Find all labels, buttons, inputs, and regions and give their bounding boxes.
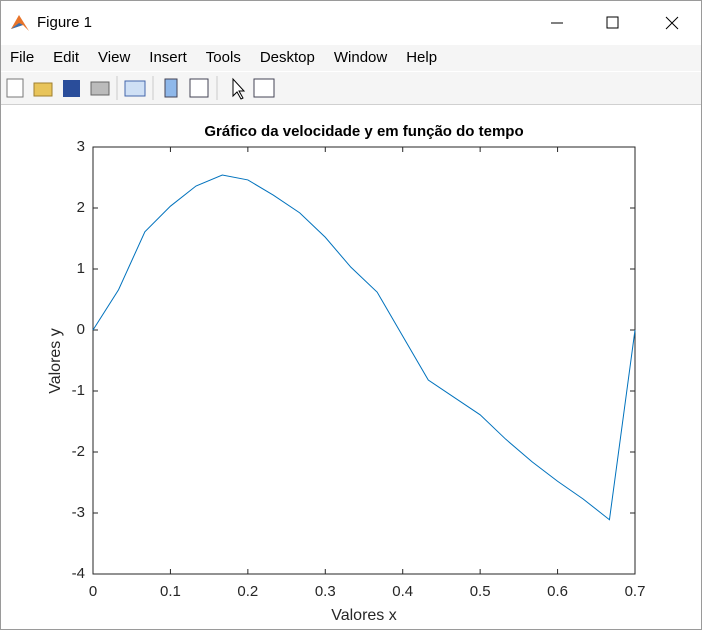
y-tick-label: 3 (77, 138, 85, 155)
x-tick-label: 0.1 (160, 583, 181, 600)
toolbar (1, 72, 701, 105)
menu-item[interactable]: Tools (205, 49, 241, 66)
app-icon (11, 15, 29, 31)
y-tick-label: -3 (72, 504, 85, 521)
menu-item[interactable]: Desktop (259, 49, 315, 66)
x-tick-label: 0.5 (470, 583, 491, 600)
y-tick-label: 1 (77, 260, 85, 277)
y-tick-label: 0 (77, 321, 85, 338)
y-axis-label: Valores y (47, 328, 64, 394)
x-tick-label: 0 (89, 583, 97, 600)
menu-item[interactable]: Insert (149, 49, 187, 66)
window-controls[interactable] (541, 1, 701, 45)
toolbar-icons[interactable] (1, 72, 301, 104)
x-tick-label: 0.7 (625, 583, 646, 600)
x-tick-label: 0.6 (547, 583, 568, 600)
x-tick-label: 0.3 (315, 583, 336, 600)
title-bar: Figure 1 (1, 1, 701, 45)
menu-item[interactable]: Help (406, 49, 438, 66)
y-tick-label: -4 (72, 565, 85, 582)
x-tick-label: 0.4 (392, 583, 413, 600)
menu-item[interactable]: Window (333, 49, 388, 66)
menu-item[interactable]: File (10, 49, 35, 66)
y-tick-label: -2 (72, 443, 85, 460)
window-title: Figure 1 (37, 14, 93, 31)
y-tick-label: 2 (77, 199, 85, 216)
axes-box (92, 146, 636, 575)
y-tick-label: -1 (72, 382, 85, 399)
close-button[interactable] (665, 16, 679, 30)
menu-bar: File Edit View Insert Tools Desktop Window Help (1, 45, 701, 71)
x-tick-label: 0.2 (237, 583, 258, 600)
menu-item[interactable]: View (98, 49, 131, 66)
maximize-button[interactable] (606, 16, 619, 29)
chart: Gráfico da velocidade y em função do tem… (47, 123, 646, 624)
x-axis-label: Valores x (331, 607, 397, 624)
menu-item[interactable]: Edit (53, 49, 80, 66)
chart-title: Gráfico da velocidade y em função do tem… (204, 123, 523, 140)
data-line (92, 174, 636, 521)
